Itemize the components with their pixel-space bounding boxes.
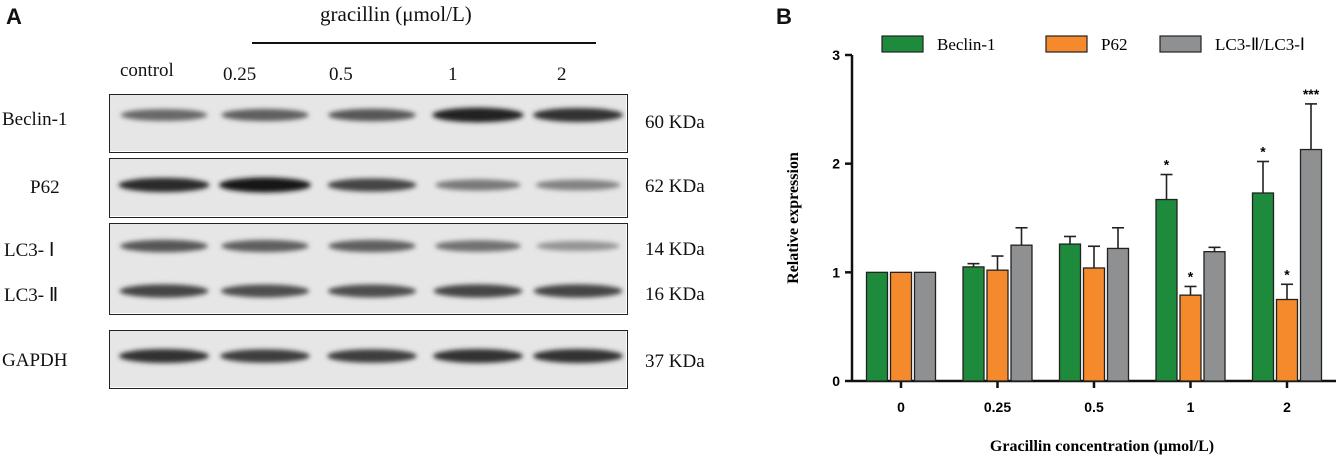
bar [1082,267,1106,382]
panel-a-letter: A [6,4,22,29]
blot-band-1-1 [219,177,311,193]
size-label-gapdh: 37 KDa [645,351,705,372]
blot-p62 [109,158,628,218]
significance-label: * [1260,143,1266,159]
protein-label-p62: P62 [30,177,60,198]
blot-band-1-4 [535,179,621,191]
size-label-lc3-i: 14 KDa [645,239,705,260]
x-tick-label: 0.5 [1084,399,1104,415]
x-tick-label: 1 [1187,399,1195,415]
x-tick-label: 2 [1283,399,1291,415]
protein-label-beclin1: Beclin-1 [2,109,68,130]
bar [865,271,889,382]
blot-band-3-4 [533,284,623,298]
blot-band-4-3 [432,349,524,363]
lane-label-1: 1 [448,64,458,85]
lane-label-2: 2 [557,64,567,85]
x-tick-label: 0 [897,399,905,415]
size-label-beclin1: 60 KDa [645,112,705,133]
blot-band-0-3 [432,107,524,123]
blot-band-0-2 [328,108,416,122]
y-tick-label: 2 [832,156,840,172]
blot-band-2-3 [435,240,521,252]
blot-beclin1-svg [110,95,626,151]
blot-band-2-2 [328,239,416,253]
treatment-bracket-line [252,42,596,44]
protein-label-lc3-ii: LC3- Ⅱ [4,285,59,306]
blot-band-1-3 [435,179,521,191]
panel-b-letter: B [776,4,792,29]
significance-label: *** [1303,86,1320,102]
blot-band-0-4 [532,108,624,122]
bar-chart: 0 1 2 3 0 0.25 0.5 1 * * 2 * * *** Relative expression… [770,20,1344,456]
blot-band-2-0 [120,239,208,253]
blot-band-1-0 [118,177,210,193]
blot-band-3-2 [327,284,417,298]
legend-swatch [881,35,924,53]
y-tick-label: 1 [832,264,840,280]
x-tick-label: 0.25 [984,399,1011,415]
blot-band-4-0 [118,349,210,363]
y-tick-label: 0 [832,373,840,389]
bar [1058,243,1082,382]
treatment-label: gracillin (μmol/L) [320,2,472,26]
bar [1179,294,1202,382]
blot-band-2-1 [221,239,309,253]
blot-lc3-svg [110,224,626,313]
bar [1010,244,1033,382]
legend-swatch [1159,35,1202,53]
blot-band-3-1 [220,284,310,298]
legend-label: LC3-Ⅱ/LC3-Ⅰ [1215,35,1305,54]
protein-label-lc3-i: LC3- Ⅰ [4,240,55,261]
lane-label-control: control [120,60,174,81]
size-label-lc3-ii: 16 KDa [645,284,705,305]
blot-gapdh [109,330,628,389]
legend-label: P62 [1101,35,1127,54]
y-axis-title: Relative expression [785,152,802,284]
blot-beclin1 [109,94,628,153]
blot-lc3 [109,223,628,315]
bar [1299,148,1323,382]
protein-label-gapdh: GAPDH [2,350,68,371]
bar [913,271,937,382]
blot-band-4-4 [532,349,624,363]
lane-label-0.5: 0.5 [329,64,353,85]
bar [1203,251,1226,382]
blot-band-0-0 [120,109,208,121]
legend-swatch [1045,35,1088,53]
bar [889,271,913,382]
blot-p62-svg [110,159,626,216]
bar [1275,298,1299,382]
significance-label: * [1284,266,1290,282]
legend-label: Beclin-1 [937,35,996,54]
bar [986,269,1009,382]
y-tick-label: 3 [832,47,840,63]
blot-band-2-4 [536,240,620,252]
blot-band-4-1 [220,349,310,363]
bar [1155,198,1178,382]
blot-band-1-2 [327,178,417,192]
size-label-p62: 62 KDa [645,176,705,197]
blot-band-0-1 [221,108,309,122]
bar [1106,247,1130,382]
blot-gapdh-svg [110,331,626,387]
bar [962,266,985,382]
significance-label: * [1188,268,1194,284]
blot-band-4-2 [327,349,417,363]
x-axis-title: Gracillin concentration (μmol/L) [990,438,1214,455]
bar [1251,192,1275,382]
blot-band-3-3 [433,284,523,298]
lane-label-0.25: 0.25 [223,64,257,85]
blot-band-3-0 [119,284,209,298]
significance-label: * [1164,157,1170,173]
